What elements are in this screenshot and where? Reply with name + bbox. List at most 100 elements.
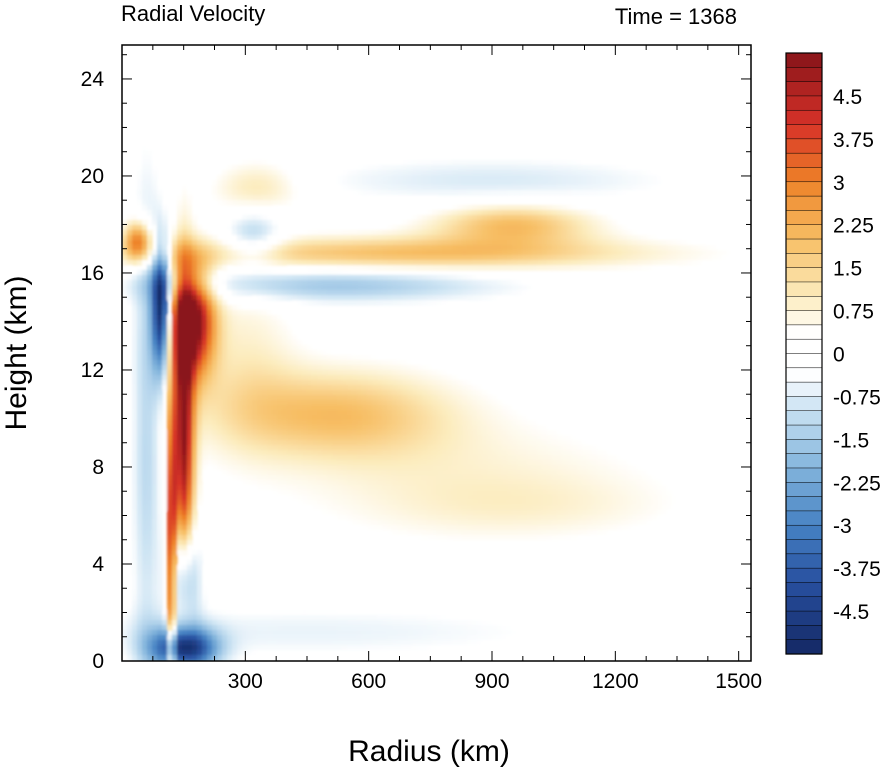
field-cell	[347, 230, 353, 236]
field-cell	[227, 315, 233, 321]
field-cell	[177, 355, 183, 361]
field-cell	[192, 295, 198, 301]
field-cell	[327, 475, 333, 481]
field-cell	[137, 345, 143, 351]
field-cell	[557, 245, 563, 251]
field-cell	[602, 235, 608, 241]
field-cell	[362, 170, 368, 176]
field-cell	[147, 435, 153, 441]
field-cell	[407, 470, 413, 476]
field-cell	[272, 330, 278, 336]
field-cell	[307, 420, 313, 426]
field-cell	[412, 450, 418, 456]
field-cell	[192, 355, 198, 361]
field-cell	[177, 345, 183, 351]
field-cell	[492, 445, 498, 451]
field-cell	[482, 205, 488, 211]
field-cell	[537, 430, 543, 436]
field-cell	[402, 255, 408, 261]
field-cell	[522, 170, 528, 176]
field-cell	[517, 220, 523, 226]
field-cell	[137, 310, 143, 316]
field-cell	[187, 220, 193, 226]
field-cell	[472, 460, 478, 466]
field-cell	[197, 305, 203, 311]
field-cell	[342, 410, 348, 416]
field-cell	[627, 240, 633, 246]
field-cell	[177, 200, 183, 206]
field-cell	[342, 470, 348, 476]
field-cell	[317, 300, 323, 306]
field-cell	[387, 300, 393, 306]
field-cell	[367, 485, 373, 491]
field-cell	[302, 480, 308, 486]
field-cell	[392, 165, 398, 171]
field-cell	[407, 455, 413, 461]
field-cell	[242, 290, 248, 296]
field-cell	[417, 260, 423, 266]
field-cell	[377, 440, 383, 446]
field-cell	[622, 465, 628, 471]
field-cell	[352, 190, 358, 196]
field-cell	[612, 485, 618, 491]
field-cell	[662, 485, 668, 491]
field-cell	[642, 180, 648, 186]
field-cell	[437, 375, 443, 381]
field-cell	[552, 265, 558, 271]
field-cell	[382, 450, 388, 456]
field-cell	[132, 260, 138, 266]
field-cell	[362, 430, 368, 436]
field-cell	[182, 400, 188, 406]
field-cell	[247, 195, 253, 201]
field-cell	[202, 270, 208, 276]
field-cell	[562, 180, 568, 186]
field-cell	[282, 275, 288, 281]
field-cell	[547, 460, 553, 466]
field-cell	[462, 210, 468, 216]
field-cell	[137, 185, 143, 191]
field-cell	[617, 235, 623, 241]
field-cell	[162, 320, 168, 326]
field-cell	[187, 345, 193, 351]
field-cell	[592, 470, 598, 476]
field-cell	[262, 330, 268, 336]
field-cell	[442, 390, 448, 396]
field-cell	[172, 440, 178, 446]
field-cell	[167, 485, 173, 491]
field-cell	[137, 325, 143, 331]
field-cell	[262, 365, 268, 371]
field-cell	[332, 380, 338, 386]
field-cell	[542, 475, 548, 481]
field-cell	[412, 165, 418, 171]
field-cell	[467, 410, 473, 416]
field-cell	[157, 455, 163, 461]
field-cell	[362, 485, 368, 491]
field-cell	[432, 280, 438, 286]
field-cell	[427, 195, 433, 201]
field-cell	[402, 245, 408, 251]
field-cell	[512, 240, 518, 246]
field-cell	[332, 350, 338, 356]
field-cell	[247, 395, 253, 401]
field-cell	[377, 280, 383, 286]
field-cell	[242, 380, 248, 386]
field-cell	[222, 165, 228, 171]
field-cell	[237, 365, 243, 371]
field-cell	[282, 440, 288, 446]
field-cell	[372, 255, 378, 261]
field-cell	[627, 460, 633, 466]
field-cell	[182, 460, 188, 466]
field-cell	[317, 460, 323, 466]
field-cell	[632, 245, 638, 251]
field-cell	[212, 190, 218, 196]
field-cell	[277, 490, 283, 496]
field-cell	[642, 185, 648, 191]
field-cell	[152, 360, 158, 366]
field-cell	[137, 380, 143, 386]
field-cell	[222, 200, 228, 206]
field-cell	[247, 190, 253, 196]
field-cell	[262, 235, 268, 241]
field-cell	[317, 245, 323, 251]
field-cell	[507, 260, 513, 266]
field-cell	[497, 435, 503, 441]
